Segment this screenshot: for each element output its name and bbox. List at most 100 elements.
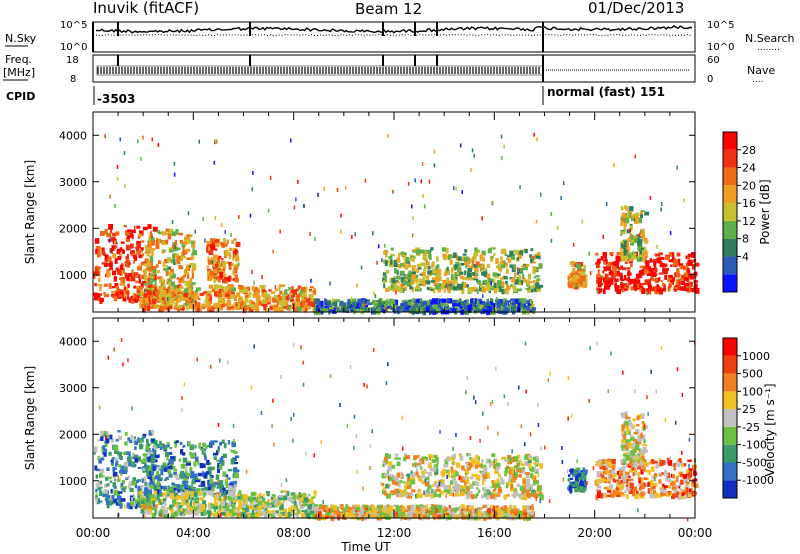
echo-cell <box>105 438 110 444</box>
echo-cell <box>182 508 185 514</box>
echo-cell <box>199 293 204 296</box>
echo-cell <box>209 269 212 275</box>
echo-cell <box>163 509 168 515</box>
echo-cell <box>217 469 221 474</box>
echo-cell <box>623 251 627 256</box>
echo-cell <box>99 468 105 474</box>
echo-cell <box>183 269 186 275</box>
echo-cell <box>347 507 352 511</box>
echo-cell <box>517 271 519 276</box>
echo-cell <box>97 284 103 286</box>
echo-cell <box>383 259 387 264</box>
echo-cell <box>155 472 159 477</box>
echo-cell <box>183 236 188 241</box>
echo-cell <box>224 243 228 247</box>
echo-cell <box>503 144 505 149</box>
echo-cell <box>176 247 181 251</box>
echo-cell <box>195 295 200 299</box>
echo-cell <box>167 233 172 239</box>
echo-cell <box>180 276 184 281</box>
echo-cell <box>503 251 507 254</box>
echo-cell <box>516 466 521 472</box>
echo-cell <box>99 486 103 489</box>
echo-cell <box>500 299 503 305</box>
echo-cell <box>255 287 258 292</box>
echo-cell <box>536 278 541 281</box>
echo-cell <box>509 250 514 256</box>
echo-cell <box>142 433 147 437</box>
echo-cell <box>149 500 153 505</box>
echo-cell <box>246 286 251 292</box>
echo-cell <box>394 285 399 291</box>
echo-cell <box>428 253 431 259</box>
echo-cell <box>526 514 529 519</box>
echo-cell <box>285 490 288 497</box>
echo-cell <box>410 282 414 285</box>
echo-cell <box>230 490 235 496</box>
echo-cell <box>110 460 113 463</box>
echo-cell <box>394 280 399 283</box>
echo-cell <box>169 473 173 478</box>
echo-cell <box>307 508 312 513</box>
echo-cell <box>649 195 652 200</box>
echo-cell <box>131 233 134 240</box>
echo-cell <box>470 168 472 172</box>
echo-cell <box>459 512 465 519</box>
echo-cell <box>623 275 627 281</box>
echo-cell <box>164 487 167 490</box>
echo-cell <box>186 502 189 509</box>
echo-cell <box>227 306 231 310</box>
echo-cell <box>97 439 101 442</box>
echo-cell <box>151 429 155 436</box>
echo-cell <box>171 273 176 279</box>
freq-label-1: Freq. <box>5 53 32 66</box>
echo-cell <box>571 271 577 276</box>
echo-cell <box>422 509 426 515</box>
echo-cell <box>323 305 326 309</box>
echo-cell <box>415 307 421 312</box>
echo-cell <box>625 206 629 212</box>
echo-cell <box>94 465 98 471</box>
echo-cell <box>448 254 453 258</box>
echo-cell <box>115 460 119 465</box>
echo-cell <box>129 481 133 484</box>
echo-cell <box>602 252 607 258</box>
echo-cell <box>609 269 614 275</box>
echo-cell <box>114 240 116 245</box>
echo-cell <box>616 252 621 256</box>
echo-cell <box>667 277 672 283</box>
echo-cell <box>111 294 115 298</box>
echo-cell <box>176 299 180 304</box>
echo-cell <box>154 509 157 516</box>
echo-cell <box>205 487 210 491</box>
echo-cell <box>140 502 143 506</box>
echo-cell <box>511 304 516 308</box>
echo-cell <box>191 256 195 260</box>
echo-cell <box>482 307 487 310</box>
echo-cell <box>313 490 317 495</box>
echo-cell <box>144 458 148 463</box>
echo-cell <box>235 241 241 248</box>
echo-cell <box>452 299 457 302</box>
echo-cell <box>173 474 179 478</box>
echo-cell <box>444 271 448 276</box>
echo-cell <box>303 497 309 503</box>
echo-cell <box>687 283 692 286</box>
echo-cell <box>639 287 642 292</box>
echo-cell <box>485 268 488 272</box>
echo-cell <box>363 505 368 508</box>
echo-cell <box>646 272 652 276</box>
echo-cell <box>374 294 377 299</box>
echo-cell <box>340 513 343 519</box>
echo-cell <box>309 512 312 516</box>
echo-cell <box>680 265 684 270</box>
echo-cell <box>95 271 101 277</box>
echo-cell <box>319 300 324 307</box>
echo-cell <box>622 239 628 242</box>
echo-cell <box>645 263 650 268</box>
echo-cell <box>324 306 329 308</box>
echo-cell <box>94 283 98 287</box>
echo-cell <box>603 267 607 272</box>
echo-cell <box>383 303 388 310</box>
echo-cell <box>209 440 215 446</box>
